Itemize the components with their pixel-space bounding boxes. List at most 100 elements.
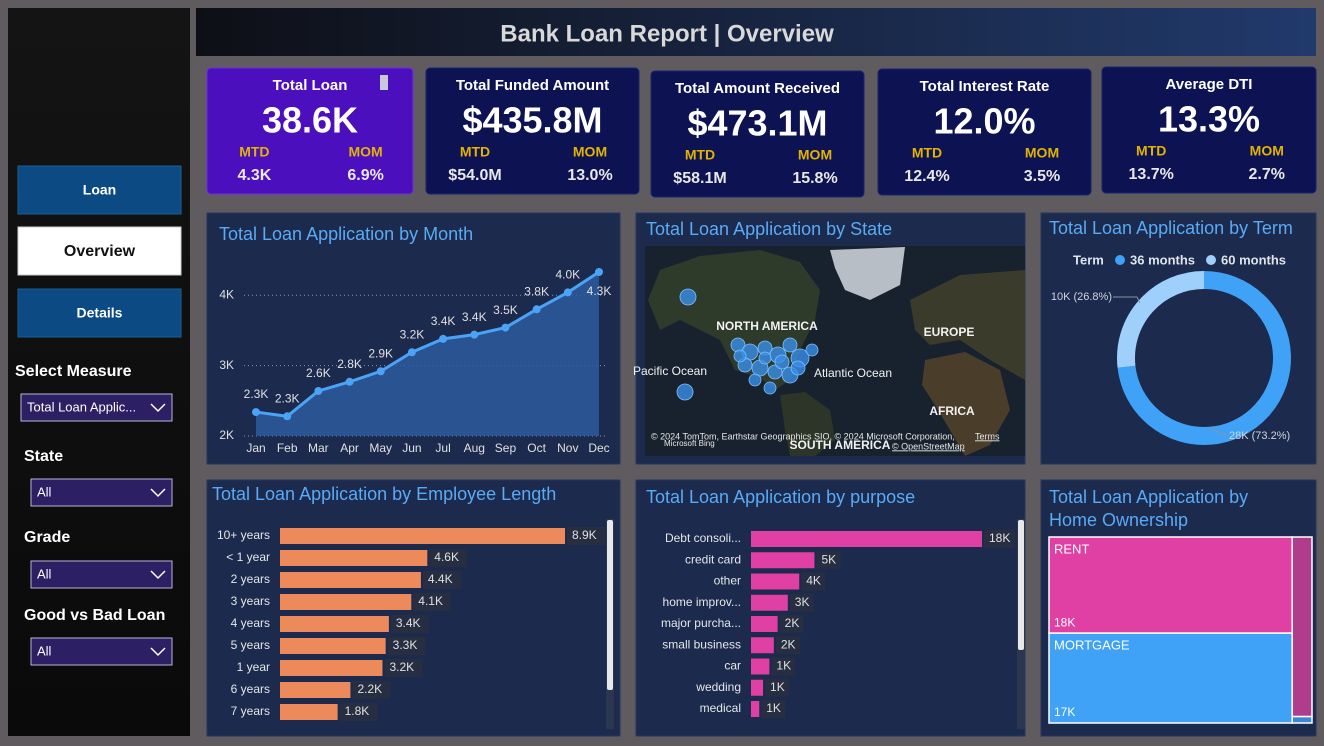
line-area bbox=[256, 272, 599, 436]
line-point bbox=[501, 323, 510, 332]
kpi-mom-value: 15.8% bbox=[792, 170, 837, 187]
label-bg bbox=[352, 681, 391, 699]
category-label: 6 years bbox=[231, 682, 270, 696]
legend-label: 36 months bbox=[1130, 252, 1195, 267]
label-bg bbox=[387, 637, 426, 655]
data-label: 2.3K bbox=[275, 391, 300, 405]
bar bbox=[751, 531, 982, 547]
y-tick-label: 4K bbox=[219, 287, 234, 301]
data-label: 18K bbox=[1054, 615, 1075, 629]
category-label: < 1 year bbox=[226, 550, 270, 564]
kpi-value: $473.1M bbox=[687, 103, 827, 144]
donut-slice bbox=[1117, 271, 1205, 368]
kpi-mtd-label: MTD bbox=[239, 144, 269, 160]
line-point bbox=[532, 305, 541, 314]
line-point bbox=[407, 348, 416, 357]
kpi-value: 12.0% bbox=[933, 101, 1035, 142]
data-label: 4.4K bbox=[428, 572, 453, 586]
nav-button[interactable] bbox=[17, 165, 182, 215]
label-bg bbox=[816, 551, 841, 570]
filter-label: Good vs Bad Loan bbox=[24, 607, 165, 624]
bar bbox=[751, 594, 788, 611]
bar bbox=[751, 701, 760, 717]
data-label: 4.1K bbox=[418, 594, 443, 608]
data-label: 4.3K bbox=[587, 284, 612, 298]
scrollbar-thumb[interactable] bbox=[1018, 520, 1024, 650]
kpi-mtd-value: $54.0M bbox=[448, 167, 501, 184]
filter-value: All bbox=[37, 643, 52, 658]
label-bg bbox=[390, 615, 429, 633]
bar bbox=[280, 572, 421, 588]
filter-dropdown[interactable] bbox=[30, 637, 173, 666]
x-tick-label: Mar bbox=[308, 441, 329, 455]
scrollbar-thumb[interactable] bbox=[607, 520, 613, 690]
label-bg bbox=[765, 678, 790, 697]
bar bbox=[751, 552, 815, 569]
kpi-mom-label: MOM bbox=[349, 144, 383, 160]
chart-title: Total Loan Application by Employee Lengt… bbox=[212, 484, 556, 504]
data-label: 3.2K bbox=[389, 660, 414, 674]
treemap-cell bbox=[1048, 536, 1293, 634]
category-label: 2 years bbox=[231, 572, 270, 586]
data-label: 4.6K bbox=[434, 550, 459, 564]
x-tick-label: Jul bbox=[435, 441, 450, 455]
donut-slice bbox=[1117, 271, 1291, 445]
nav-button[interactable] bbox=[17, 226, 182, 276]
label-bg bbox=[761, 700, 786, 718]
kpi-card bbox=[206, 67, 414, 195]
filter-dropdown[interactable] bbox=[20, 393, 173, 422]
category-label: 4 years bbox=[231, 616, 270, 630]
line-point bbox=[376, 367, 385, 376]
map-label: SOUTH AMERICA bbox=[790, 438, 891, 452]
map-bubble bbox=[790, 360, 806, 376]
kpi-mtd-label: MTD bbox=[460, 144, 490, 160]
category-label: RENT bbox=[1054, 541, 1089, 556]
dropdown-arrow bbox=[150, 570, 166, 580]
data-label: 18K bbox=[989, 531, 1010, 545]
kpi-value: 13.3% bbox=[1158, 99, 1260, 140]
map-bubble bbox=[763, 381, 777, 395]
kpi-card bbox=[1101, 66, 1317, 194]
line-point bbox=[595, 268, 603, 277]
line-point bbox=[439, 334, 448, 343]
data-label: 4K bbox=[806, 574, 821, 588]
map bbox=[645, 246, 1025, 456]
map-bubble bbox=[748, 373, 762, 387]
leader-line bbox=[1113, 296, 1141, 304]
filter-value: All bbox=[37, 566, 52, 581]
filter-dropdown[interactable] bbox=[30, 560, 173, 589]
bar bbox=[280, 550, 428, 566]
data-label: 1K bbox=[770, 680, 785, 694]
map-bubble bbox=[782, 337, 798, 353]
category-label: other bbox=[714, 574, 741, 588]
legend-title: Term bbox=[1073, 252, 1104, 267]
kpi-mom-value: 6.9% bbox=[347, 167, 383, 184]
data-label: 1.8K bbox=[345, 704, 370, 718]
label-bg bbox=[567, 527, 605, 545]
greenland bbox=[830, 247, 905, 300]
nav-label: Loan bbox=[83, 182, 116, 198]
leader-line bbox=[1209, 427, 1229, 437]
category-label: 3 years bbox=[231, 594, 270, 608]
kpi-mtd-value: 4.3K bbox=[237, 167, 271, 184]
kpi-value: 38.6K bbox=[262, 100, 358, 141]
label-bg bbox=[413, 593, 452, 611]
bar bbox=[751, 616, 778, 632]
kpi-mom-value: 3.5% bbox=[1024, 168, 1060, 185]
nav-button[interactable] bbox=[17, 288, 182, 338]
label-bg bbox=[771, 657, 796, 676]
kpi-title: Total Interest Rate bbox=[920, 78, 1050, 95]
chart-title: Total Loan Application by Term bbox=[1049, 218, 1293, 238]
bar bbox=[280, 682, 351, 698]
map-label: Pacific Ocean bbox=[633, 364, 707, 378]
x-tick-label: Oct bbox=[527, 441, 546, 455]
filter-dropdown[interactable] bbox=[30, 478, 173, 507]
chart-title: Total Loan Application by State bbox=[646, 219, 892, 239]
x-tick-label: Jan bbox=[246, 441, 265, 455]
map-label: AFRICA bbox=[929, 404, 975, 418]
data-label: 1K bbox=[766, 701, 781, 715]
data-label: 3.4K bbox=[462, 310, 487, 324]
label-bg bbox=[384, 659, 423, 677]
kpi-mtd-label: MTD bbox=[1136, 143, 1166, 159]
